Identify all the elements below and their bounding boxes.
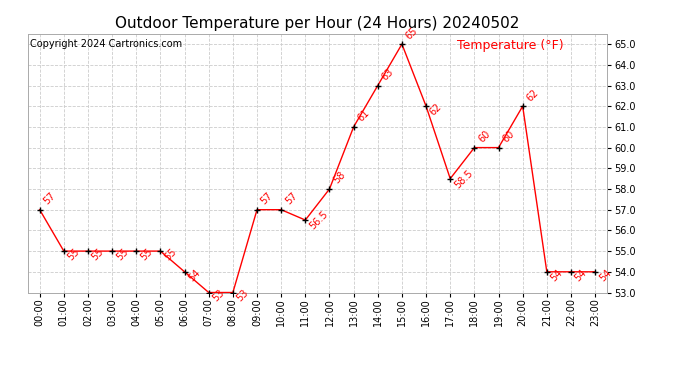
Text: 60: 60: [500, 129, 516, 144]
Text: 62: 62: [428, 102, 444, 118]
Text: 55: 55: [138, 247, 154, 262]
Text: 54: 54: [573, 267, 589, 283]
Text: 54: 54: [597, 267, 613, 283]
Text: 53: 53: [210, 288, 226, 304]
Text: 54: 54: [186, 267, 202, 283]
Text: 53: 53: [235, 288, 250, 304]
Text: 57: 57: [283, 190, 299, 207]
Text: 63: 63: [380, 67, 395, 82]
Text: 60: 60: [476, 129, 492, 144]
Text: 58.5: 58.5: [452, 168, 475, 190]
Text: 55: 55: [114, 247, 130, 262]
Text: 62: 62: [524, 87, 540, 103]
Text: 54: 54: [549, 267, 564, 283]
Text: 55: 55: [90, 247, 106, 262]
Text: 57: 57: [259, 190, 275, 207]
Text: 61: 61: [355, 108, 371, 124]
Title: Outdoor Temperature per Hour (24 Hours) 20240502: Outdoor Temperature per Hour (24 Hours) …: [115, 16, 520, 31]
Text: 65: 65: [404, 25, 420, 41]
Text: Temperature (°F): Temperature (°F): [457, 39, 563, 52]
Text: Copyright 2024 Cartronics.com: Copyright 2024 Cartronics.com: [30, 39, 183, 49]
Text: 57: 57: [41, 190, 57, 207]
Text: 56.5: 56.5: [307, 209, 330, 231]
Text: 58: 58: [331, 170, 347, 186]
Text: 55: 55: [66, 247, 81, 262]
Text: 55: 55: [162, 247, 178, 262]
